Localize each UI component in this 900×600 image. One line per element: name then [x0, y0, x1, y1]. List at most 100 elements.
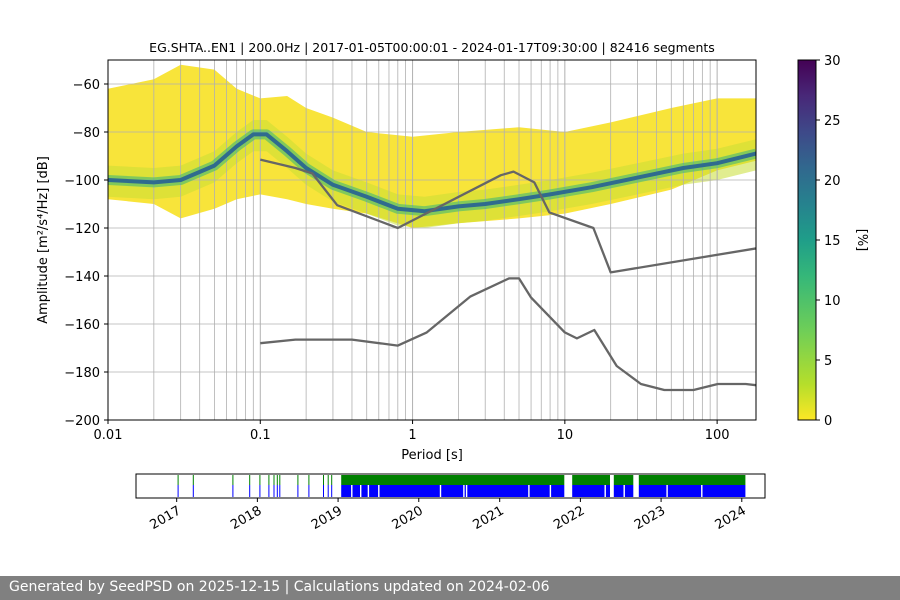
- colorbar-tick-label: 10: [824, 294, 841, 309]
- timeline-sparse-upper: [279, 475, 281, 485]
- x-axis-label: Period [s]: [401, 448, 463, 463]
- y-tick-label: −60: [73, 78, 100, 93]
- y-tick-label: −200: [64, 414, 100, 429]
- timeline-gap: [623, 485, 625, 497]
- timeline-sparse-lower: [268, 485, 270, 497]
- timeline-gap: [463, 485, 465, 497]
- timeline-sparse-lower: [297, 485, 299, 497]
- timeline-sparse-lower: [232, 485, 234, 497]
- timeline-sparse-upper: [268, 475, 270, 485]
- x-tick-label: 100: [705, 428, 730, 443]
- timeline-tick-label: 2020: [390, 503, 426, 533]
- y-tick-label: −80: [73, 126, 100, 141]
- y-tick-label: −160: [64, 318, 100, 333]
- timeline-gap: [528, 485, 530, 497]
- timeline-sparse-lower: [331, 485, 333, 497]
- timeline-gap: [439, 485, 442, 497]
- timeline-sparse-upper: [249, 475, 251, 485]
- footer-text: Generated by SeedPSD on 2025-12-15 | Cal…: [9, 579, 550, 595]
- timeline-gap: [465, 485, 468, 497]
- timeline-interval-lower: [572, 485, 610, 497]
- timeline-gap: [367, 485, 370, 497]
- timeline-sparse-lower: [276, 485, 278, 497]
- timeline-gap: [360, 485, 362, 497]
- timeline-interval-lower: [341, 485, 565, 497]
- footer-bar: Generated by SeedPSD on 2025-12-15 | Cal…: [0, 576, 900, 600]
- timeline-interval-upper: [613, 475, 634, 485]
- colorbar-tick-label: 15: [824, 234, 841, 249]
- x-axis: 0.01 0.1 1 10 100: [94, 420, 730, 443]
- x-tick-label: 1: [408, 428, 416, 443]
- timeline-bars: [177, 475, 746, 497]
- timeline-sparse-upper: [276, 475, 278, 485]
- timeline-gap: [701, 485, 703, 497]
- timeline-sparse-lower: [327, 485, 329, 497]
- timeline-sparse-lower: [249, 485, 251, 497]
- grid-lines: [108, 60, 756, 420]
- timeline-sparse-upper: [331, 475, 333, 485]
- colorbar-label: [%]: [854, 229, 869, 252]
- timeline-interval-upper: [341, 475, 565, 485]
- timeline-sparse-upper: [192, 475, 194, 485]
- timeline-interval-lower: [638, 485, 746, 497]
- y-tick-label: −120: [64, 222, 100, 237]
- timeline-tick-label: 2023: [632, 503, 668, 533]
- data-availability-timeline: 2017 2018 2019 2020 2021 2022 2023 2024: [135, 473, 766, 533]
- timeline-sparse-lower: [192, 485, 194, 497]
- timeline-tick-label: 2019: [309, 503, 345, 533]
- timeline-sparse-lower: [273, 485, 275, 497]
- timeline-interval-upper: [572, 475, 610, 485]
- timeline-sparse-upper: [177, 475, 179, 485]
- timeline-tick-label: 2018: [228, 503, 264, 533]
- timeline-sparse-lower: [279, 485, 281, 497]
- timeline-tick-label: 2024: [713, 503, 749, 533]
- timeline-axis: 2017 2018 2019 2020 2021 2022 2023 2024: [148, 498, 749, 533]
- y-axis: −60 −80 −100 −120 −140 −160 −180 −200: [64, 78, 108, 429]
- timeline-sparse-upper: [308, 475, 310, 485]
- colorbar-gradient: [797, 59, 817, 421]
- new-low-noise-model: [260, 277, 756, 392]
- timeline-sparse-upper: [327, 475, 329, 485]
- timeline-gap: [549, 485, 552, 497]
- timeline-sparse-lower: [259, 485, 261, 497]
- timeline-sparse-lower: [177, 485, 179, 497]
- chart-title: EG.SHTA..EN1 | 200.0Hz | 2017-01-05T00:0…: [149, 40, 715, 55]
- timeline-gap: [604, 485, 606, 497]
- timeline-tick-label: 2021: [471, 503, 507, 533]
- timeline-frame: [135, 473, 766, 499]
- y-tick-label: −140: [64, 270, 100, 285]
- colorbar-tick-label: 0: [824, 414, 832, 429]
- colorbar-tick-label: 20: [824, 174, 841, 189]
- timeline-sparse-upper: [273, 475, 275, 485]
- y-tick-label: −100: [64, 174, 100, 189]
- timeline-sparse-lower: [323, 485, 324, 497]
- timeline-interval-upper: [638, 475, 746, 485]
- timeline-sparse-upper: [232, 475, 234, 485]
- timeline-gap: [351, 485, 353, 497]
- timeline-tick-label: 2022: [551, 503, 587, 533]
- timeline-gap: [666, 485, 668, 497]
- x-tick-label: 10: [557, 428, 574, 443]
- colorbar: 0 5 10 15 20 25 30 [%]: [797, 54, 869, 429]
- mode-curve: [108, 132, 756, 214]
- plot-frame: [107, 59, 757, 421]
- ppsd-figure: EG.SHTA..EN1 | 200.0Hz | 2017-01-05T00:0…: [36, 40, 869, 533]
- psd-plot-area: [108, 60, 756, 420]
- colorbar-ticks: 0 5 10 15 20 25 30: [816, 54, 841, 429]
- colorbar-tick-label: 5: [824, 354, 832, 369]
- colorbar-tick-label: 25: [824, 114, 841, 129]
- x-tick-label: 0.1: [250, 428, 271, 443]
- density-band-core: [108, 120, 756, 228]
- timeline-gap: [378, 485, 380, 497]
- y-axis-label: Amplitude [m²/s⁴/Hz] [dB]: [36, 156, 51, 324]
- x-tick-label: 0.01: [94, 428, 123, 443]
- timeline-sparse-lower: [308, 485, 310, 497]
- timeline-sparse-upper: [323, 475, 324, 485]
- y-tick-label: −180: [64, 366, 100, 381]
- footer-label: Generated by SeedPSD on 2025-12-15 | Cal…: [9, 579, 550, 595]
- timeline-sparse-upper: [297, 475, 299, 485]
- colorbar-tick-label: 30: [824, 54, 841, 69]
- new-high-noise-model: [260, 158, 756, 274]
- timeline-tick-label: 2017: [148, 503, 184, 533]
- timeline-sparse-upper: [259, 475, 261, 485]
